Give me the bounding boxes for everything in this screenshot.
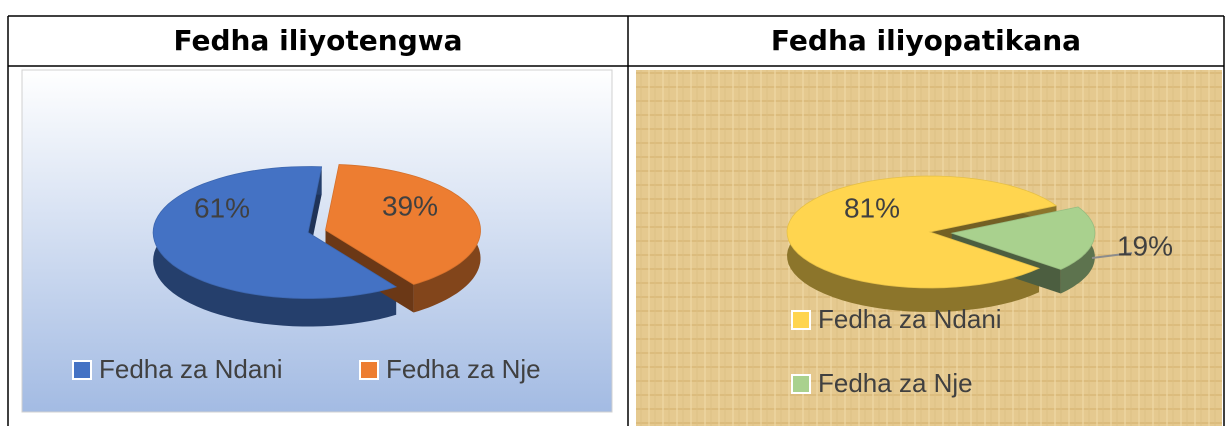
data-label: 39% — [382, 190, 438, 221]
data-label: 61% — [194, 192, 250, 223]
legend-swatch — [791, 374, 811, 394]
legend-swatch — [72, 360, 92, 380]
pie-slice — [152, 166, 398, 299]
legend-label: Fedha za Ndani — [99, 354, 283, 384]
chart-title: Fedha iliyopatikana — [771, 24, 1081, 57]
legend-label: Fedha za Nje — [386, 354, 541, 384]
legend-swatch — [359, 360, 379, 380]
pie-slice — [786, 175, 1058, 289]
legend-label: Fedha za Nje — [818, 368, 973, 398]
chart-title: Fedha iliyotengwa — [174, 24, 463, 57]
data-label: 81% — [844, 192, 900, 223]
legend-label: Fedha za Ndani — [818, 304, 1002, 334]
pie-slice — [325, 164, 481, 285]
pie-slice — [950, 206, 1096, 270]
data-label: 19% — [1117, 230, 1173, 261]
legend-swatch — [791, 310, 811, 330]
leader-line — [1091, 252, 1133, 259]
